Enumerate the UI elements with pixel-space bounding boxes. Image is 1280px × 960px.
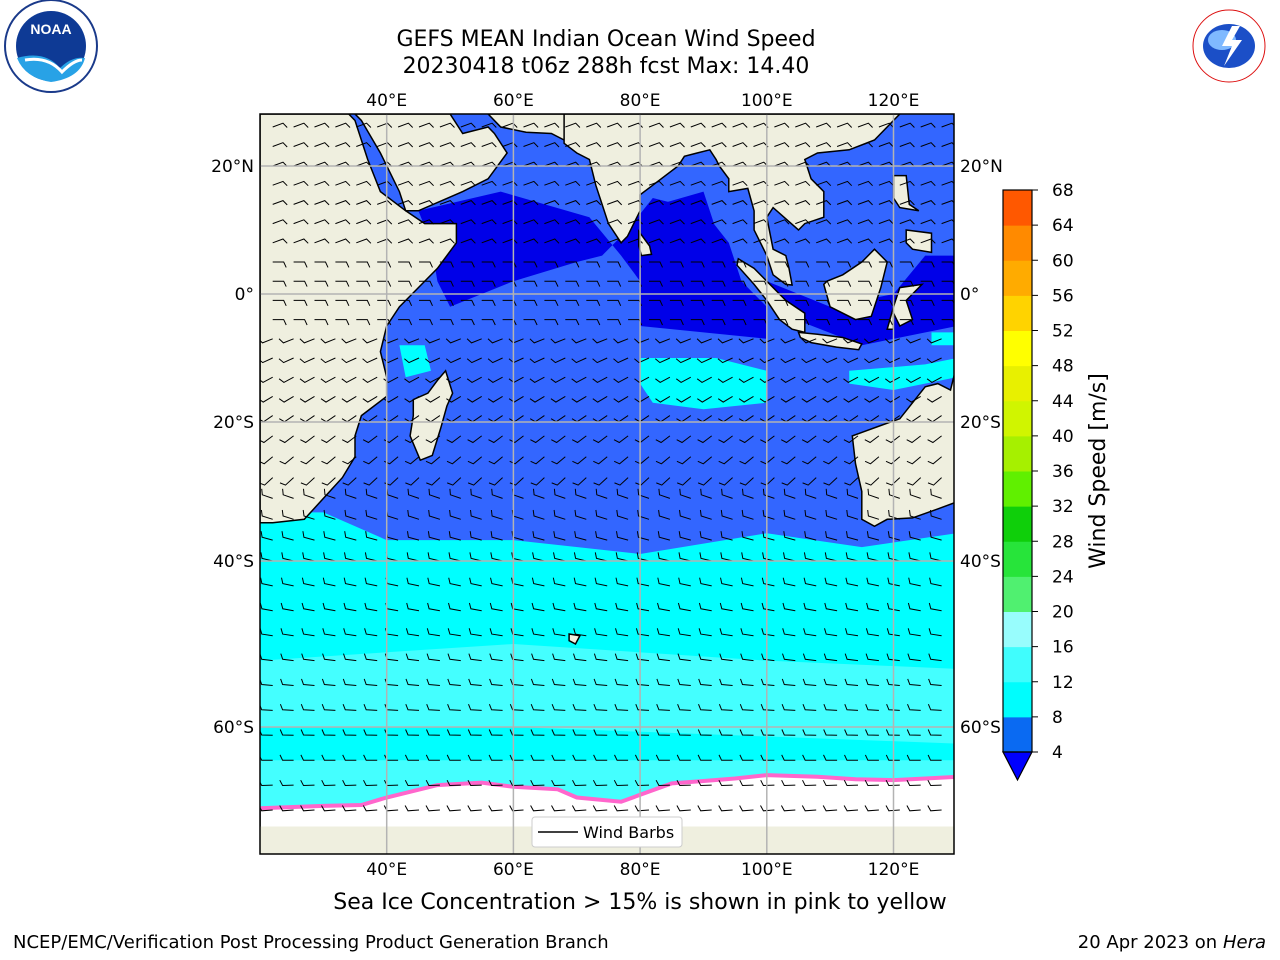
lon-tick-label-bottom: 60°E [493, 860, 534, 880]
colorbar-segment [1003, 681, 1032, 718]
footer-branch: NCEP/EMC/Verification Post Processing Pr… [13, 932, 609, 953]
sumatra [736, 257, 806, 334]
noaa-logo-text: NOAA [30, 21, 71, 37]
lat-tick-label-left: 60°S [213, 718, 254, 738]
kerguelen [568, 633, 582, 646]
colorbar-segment [1003, 541, 1032, 577]
colorbar-segment [1003, 225, 1032, 261]
footer-date: 20 Apr 2023 on Hera [1078, 932, 1266, 953]
colorbar-label: Wind Speed [m/s] [1086, 373, 1111, 569]
colorbar-segment [1003, 330, 1032, 367]
colorbar-tick-label: 32 [1052, 497, 1074, 517]
colorbar-segment [1003, 295, 1032, 331]
lat-tick-label-right: 40°S [960, 552, 1001, 572]
colorbar-segment [1003, 400, 1032, 437]
colorbar-segment [1003, 260, 1032, 296]
wind-barbs [260, 122, 954, 812]
lat-tick-label-right: 60°S [960, 718, 1001, 738]
colorbar-tick-label: 20 [1052, 603, 1074, 623]
colorbar-tick-label: 28 [1052, 532, 1074, 552]
colorbar-segment [1003, 190, 1032, 226]
lon-tick-label-top: 80°E [620, 91, 661, 111]
colorbar-tick-label: 40 [1052, 427, 1074, 447]
colorbar-segment [1003, 716, 1032, 753]
footer-date-text: 20 Apr 2023 on [1077, 932, 1223, 953]
wind-zone-southern-ocean-high [260, 644, 954, 744]
lon-tick-label-bottom: 40°E [366, 860, 407, 880]
lat-tick-label-right: 20°N [960, 157, 1003, 177]
colorbar-tick-label: 4 [1052, 743, 1063, 763]
madagascar [409, 369, 454, 462]
lon-tick-label-top: 100°E [741, 91, 793, 111]
map-area [260, 114, 954, 854]
lat-tick-label-right: 0° [960, 285, 979, 305]
nws-logo [1183, 0, 1275, 92]
lon-tick-label-top: 120°E [868, 91, 920, 111]
colorbar-tick-label: 16 [1052, 638, 1074, 658]
legend-label: Wind Barbs [583, 823, 674, 842]
lon-tick-label-top: 60°E [493, 91, 534, 111]
lon-tick-label-top: 40°E [366, 91, 407, 111]
chart-title: GEFS MEAN Indian Ocean Wind Speed [396, 27, 816, 52]
java [797, 331, 863, 351]
map-frame [259, 113, 955, 855]
colorbar-segment [1003, 646, 1032, 683]
lat-tick-label-right: 20°S [960, 413, 1001, 433]
sri-lanka [638, 229, 653, 257]
wind-zone-trades-east-2 [931, 332, 954, 346]
colorbar-tick-label: 44 [1052, 392, 1074, 412]
colorbar-tick-label: 36 [1052, 462, 1074, 482]
lon-tick-label-bottom: 80°E [620, 860, 661, 880]
gridlines [260, 114, 954, 854]
lat-tick-label-left: 20°S [213, 413, 254, 433]
wind-zone-trades-east [849, 358, 954, 390]
colorbar-segment [1003, 471, 1032, 507]
colorbar-tick-label: 60 [1052, 251, 1074, 271]
wind-barbs-legend: Wind Barbs [531, 816, 683, 848]
colorbar-tick-label: 56 [1052, 286, 1074, 306]
wind-zone-mozambique [399, 345, 431, 378]
colorbar-tick-label: 24 [1052, 567, 1074, 587]
lat-tick-label-left: 20°N [211, 157, 254, 177]
lat-tick-label-left: 40°S [213, 552, 254, 572]
asia-landmass [563, 114, 901, 286]
colorbar-segment [1003, 611, 1032, 648]
wind-zone-trades [640, 358, 767, 410]
lon-tick-label-bottom: 100°E [741, 860, 793, 880]
lon-tick-label-bottom: 120°E [868, 860, 920, 880]
colorbar-tick-label: 8 [1052, 708, 1063, 728]
colorbar-tick-label: 48 [1052, 357, 1074, 377]
australia-landmass [851, 372, 954, 528]
colorbar-tick-label: 68 [1052, 181, 1074, 201]
colorbar-segment [1003, 576, 1032, 612]
lat-tick-label-left: 0° [235, 285, 254, 305]
colorbar-extend-arrow [1002, 751, 1033, 782]
legend-box [531, 816, 683, 848]
colorbar-segment [1003, 365, 1032, 402]
chart-subtitle: 20230418 t06z 288h fcst Max: 14.40 [402, 54, 810, 79]
colorbar-tick-label: 64 [1052, 216, 1074, 236]
footer-machine: Hera [1222, 932, 1266, 953]
colorbar-segment [1003, 506, 1032, 542]
noaa-logo: NOAA [4, 0, 98, 93]
colorbar-segment [1003, 435, 1032, 472]
sea-ice-caption: Sea Ice Concentration > 15% is shown in … [333, 890, 947, 915]
colorbar-tick-label: 52 [1052, 322, 1074, 342]
colorbar-tick-label: 12 [1052, 673, 1074, 693]
